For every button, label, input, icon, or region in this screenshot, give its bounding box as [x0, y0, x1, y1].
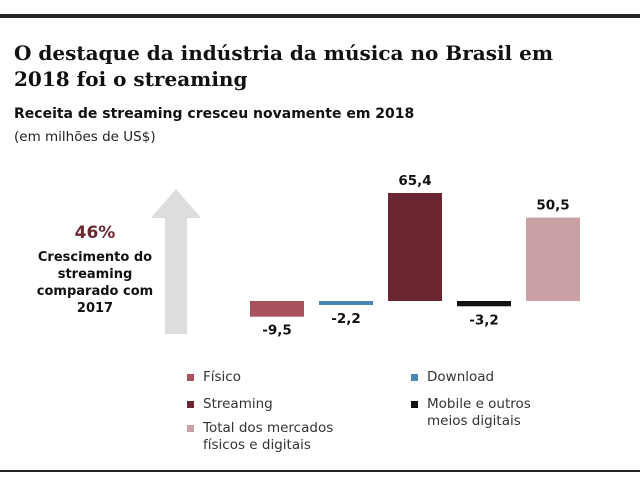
legend-label: Streaming [203, 396, 273, 412]
chart-subtitle: Receita de streaming cresceu novamente e… [14, 106, 415, 122]
top-rule [0, 14, 640, 18]
growth-description: Crescimento do streaming comparado com 2… [36, 250, 154, 316]
bar-value-label: 65,4 [398, 173, 431, 189]
growth-percent: 46% [74, 223, 116, 243]
legend-swatch [187, 374, 194, 381]
bar-4 [526, 217, 580, 301]
bar-1 [319, 301, 373, 305]
legend-swatch [411, 401, 418, 408]
legend-label: Download [427, 369, 495, 385]
legend-label: Físico [203, 369, 241, 385]
bar-2 [388, 193, 442, 301]
bar-chart: -9,5 -2,2 65,4 -3,2 50,5 [151, 173, 580, 339]
bar-value-label: -9,5 [262, 323, 292, 339]
legend-label: Total dos mercados físicos e digitais [203, 420, 334, 453]
bar-0 [250, 301, 304, 317]
bar-value-label: 50,5 [536, 198, 569, 214]
legend-swatch [411, 374, 418, 381]
legend-label: Mobile e outros meios digitais [427, 396, 531, 429]
bar-3 [457, 301, 511, 307]
bar-value-label: -3,2 [469, 312, 499, 328]
unit-label: (em milhões de US$) [14, 129, 156, 145]
bottom-rule [0, 470, 640, 472]
legend-swatch [187, 425, 194, 432]
bar-value-label: -2,2 [331, 311, 361, 327]
page-title: O destaque da indústria da música no Bra… [14, 41, 554, 91]
growth-arrow-icon [151, 189, 201, 334]
legend-swatch [187, 401, 194, 408]
